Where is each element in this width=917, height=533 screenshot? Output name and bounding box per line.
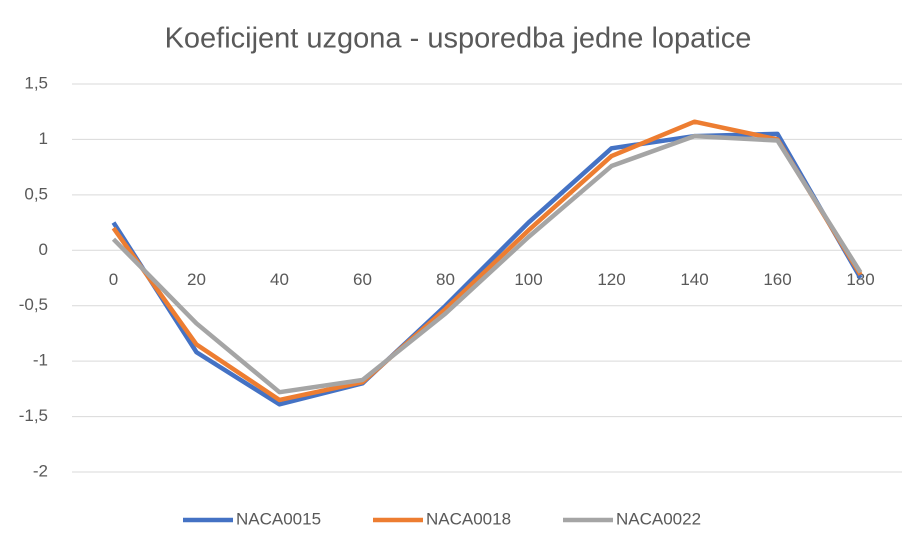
x-tick-label: 0 [109,270,118,289]
y-tick-label: 1,5 [24,73,48,92]
x-tick-label: 180 [846,270,874,289]
series-line [111,133,863,395]
series-line [111,119,863,403]
legend-label: NACA0022 [616,509,701,528]
x-tick-label: 60 [353,270,372,289]
x-tick-label: 80 [436,270,455,289]
y-tick-label: -1,5 [19,406,48,425]
x-tick-label: 120 [597,270,625,289]
y-tick-label: -2 [33,461,48,480]
x-tick-label: 140 [680,270,708,289]
x-tick-label: 160 [763,270,791,289]
y-tick-label: -0,5 [19,295,48,314]
chart-title: Koeficijent uzgona - usporedba jedne lop… [165,23,752,55]
y-tick-label: -1 [33,351,48,370]
y-tick-label: 1 [39,129,48,148]
x-tick-label: 40 [270,270,289,289]
x-tick-label: 100 [514,270,542,289]
x-tick-label: 20 [187,270,206,289]
y-tick-label: 0,5 [24,184,48,203]
legend-label: NACA0015 [236,509,321,528]
series-line [111,131,863,407]
legend-label: NACA0018 [426,509,511,528]
y-tick-label: 0 [39,240,48,259]
